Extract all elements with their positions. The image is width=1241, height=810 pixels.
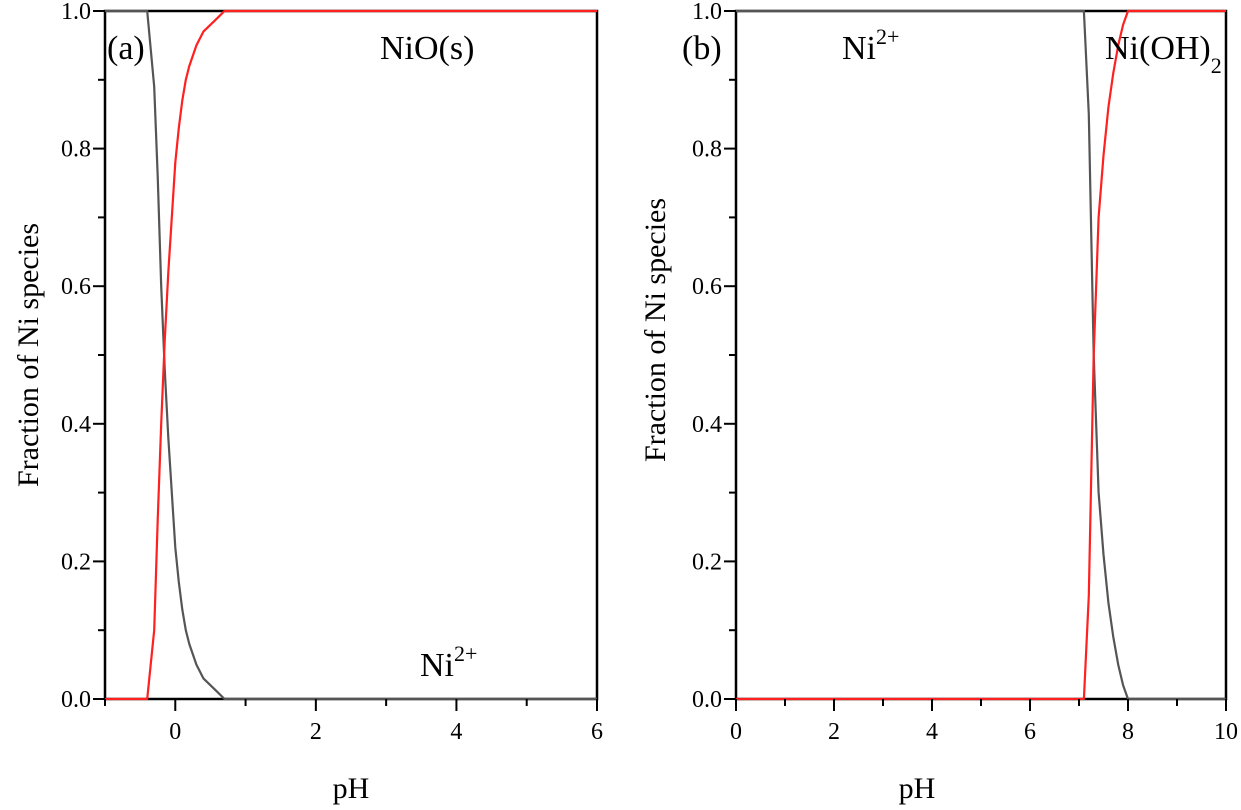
y-axis-label: Fraction of Ni species bbox=[12, 223, 45, 487]
x-axis-ticks: 0 2 4 6 8 10 bbox=[730, 699, 1238, 745]
y-tick-label: 0.8 bbox=[61, 137, 91, 163]
series-line bbox=[105, 9, 597, 701]
series-line bbox=[736, 9, 1226, 701]
y-tick-label: 0.8 bbox=[692, 137, 722, 163]
y-tick-label: 0.2 bbox=[692, 549, 722, 575]
series-layer bbox=[105, 9, 597, 701]
chart-panel-b: 0 2 4 6 8 10 0.0 0.2 0.4 0.6 0.8 1.0 (b) pH Fracti… bbox=[639, 0, 1238, 805]
annotation-nioh2: Ni(OH)2 bbox=[1105, 30, 1222, 78]
x-tick-label: 4 bbox=[926, 719, 938, 745]
y-tick-label: 1.0 bbox=[692, 0, 722, 25]
x-tick-label: 4 bbox=[450, 719, 462, 745]
y-tick-label: 0.4 bbox=[61, 412, 91, 438]
x-axis-ticks: 0 2 4 6 bbox=[104, 699, 603, 745]
y-tick-label: 0.0 bbox=[61, 687, 91, 713]
x-axis-label: pH bbox=[333, 772, 370, 805]
y-tick-label: 0.0 bbox=[692, 687, 722, 713]
chart-panel-a: 0 2 4 6 0.0 0.2 0.4 0.6 0.8 1.0 (a) pH Fraction … bbox=[12, 0, 603, 805]
y-axis-ticks: 0.0 0.2 0.4 0.6 0.8 1.0 bbox=[61, 0, 105, 713]
y-axis-label: Fraction of Ni species bbox=[639, 198, 672, 462]
x-tick-label: 6 bbox=[591, 719, 603, 745]
series-line bbox=[736, 9, 1226, 701]
y-axis-ticks: 0.0 0.2 0.4 0.6 0.8 1.0 bbox=[692, 0, 736, 713]
annotation-ni2plus: Ni2+ bbox=[842, 24, 899, 67]
plot-frame bbox=[103, 9, 599, 701]
x-tick-label: 2 bbox=[828, 719, 840, 745]
x-tick-label: 2 bbox=[310, 719, 322, 745]
x-tick-label: 8 bbox=[1122, 719, 1134, 745]
panel-label: (a) bbox=[107, 30, 145, 67]
plot-frame bbox=[734, 9, 1228, 701]
x-tick-label: 0 bbox=[169, 719, 181, 745]
y-tick-label: 0.4 bbox=[692, 412, 722, 438]
x-tick-label: 0 bbox=[730, 719, 742, 745]
annotation-ni2plus: Ni2+ bbox=[420, 641, 477, 684]
annotation-nio: NiO(s) bbox=[380, 30, 474, 67]
x-axis-label: pH bbox=[899, 772, 936, 805]
y-tick-label: 0.6 bbox=[61, 274, 91, 300]
x-tick-label: 10 bbox=[1214, 719, 1238, 745]
series-layer bbox=[736, 9, 1226, 701]
y-tick-label: 0.6 bbox=[692, 274, 722, 300]
x-tick-label: 6 bbox=[1024, 719, 1036, 745]
y-tick-label: 0.2 bbox=[61, 549, 91, 575]
panel-label: (b) bbox=[682, 30, 722, 67]
series-line bbox=[105, 9, 597, 701]
y-tick-label: 1.0 bbox=[61, 0, 91, 25]
